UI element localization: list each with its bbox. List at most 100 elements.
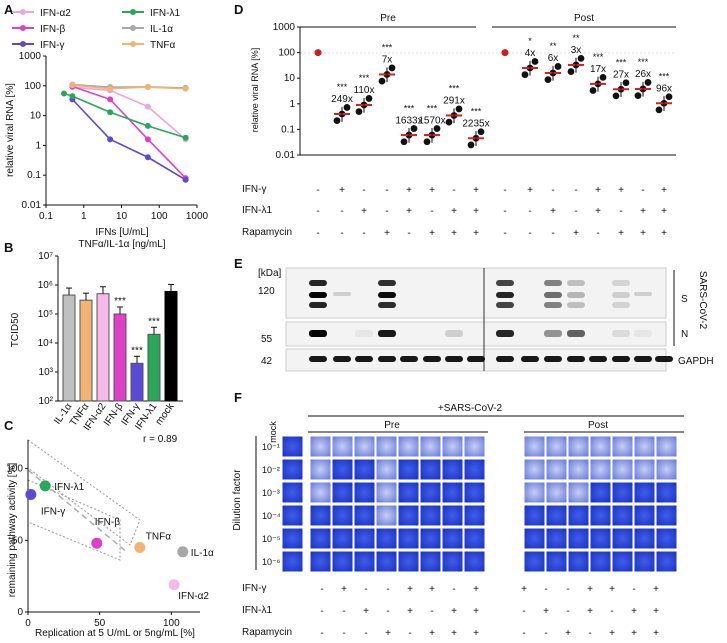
d-point xyxy=(577,54,585,62)
e-band-gapdh xyxy=(567,356,585,362)
e-band-n xyxy=(309,330,327,337)
d-fold-15: 96x xyxy=(656,83,672,94)
d-matrix-cell: - xyxy=(362,228,365,239)
d-sig-13: *** xyxy=(616,57,627,67)
f-well-mock xyxy=(281,481,304,504)
d-ytick: 1 xyxy=(289,99,295,110)
f-matrix-cell: - xyxy=(588,628,591,639)
panel-e-band-gapdh: GAPDH xyxy=(678,356,714,367)
f-well-pre xyxy=(331,481,354,504)
f-dilution-3: 10⁻⁴ xyxy=(262,511,281,521)
f-row-label-1: IFN-λ1 xyxy=(242,605,272,616)
d-matrix-cell: + xyxy=(451,206,457,217)
panel-f-group-post: Post xyxy=(588,420,608,431)
d-sig-14: *** xyxy=(638,57,649,67)
a-xtick: 0.1 xyxy=(39,211,53,222)
b-bar-2 xyxy=(96,293,110,402)
d-matrix-cell: + xyxy=(595,185,601,196)
panel-label-c: C xyxy=(4,418,14,433)
f-dilution-4: 10⁻⁵ xyxy=(262,534,281,544)
f-matrix-cell: + xyxy=(429,628,435,639)
f-matrix-cell: + xyxy=(451,606,457,617)
panel-a-xlabel-1: IFNs [U/mL] xyxy=(95,227,149,238)
f-matrix-cell: + xyxy=(429,584,435,595)
f-matrix-cell: + xyxy=(407,584,413,595)
panel-f-title: +SARS-CoV-2 xyxy=(438,403,503,414)
a-series-5 xyxy=(72,84,186,90)
d-point xyxy=(531,58,539,65)
f-well-mock xyxy=(281,504,304,527)
d-point xyxy=(655,106,663,114)
f-well-post xyxy=(633,458,656,481)
f-matrix-cell: - xyxy=(342,628,345,639)
d-point xyxy=(388,64,396,72)
f-well-post xyxy=(523,435,546,458)
f-matrix-cell: - xyxy=(320,584,323,595)
f-well-post xyxy=(655,550,678,573)
e-band-n xyxy=(445,330,463,337)
d-matrix-cell: - xyxy=(452,185,455,196)
f-well-pre xyxy=(353,527,376,550)
f-matrix-cell: - xyxy=(632,584,635,595)
f-well-pre xyxy=(331,550,354,573)
e-band-s xyxy=(612,280,630,286)
f-well-post xyxy=(589,527,612,550)
c-xtick: 0 xyxy=(25,618,31,629)
d-ytick: 0.1 xyxy=(281,124,295,135)
f-matrix-cell: + xyxy=(653,584,659,595)
c-ytick: 100 xyxy=(6,464,23,475)
d-matrix-cell: + xyxy=(640,206,646,217)
d-sig-1: *** xyxy=(337,82,348,92)
f-well-pre xyxy=(441,550,464,573)
f-well-post xyxy=(567,458,590,481)
f-well-pre xyxy=(309,458,332,481)
f-well-post xyxy=(655,527,678,550)
d-matrix-cell: - xyxy=(362,185,365,196)
e-band-n xyxy=(355,330,373,337)
f-matrix-cell: + xyxy=(473,628,479,639)
panel-d-dot-plot: Pre Post 1000 100 10 1 0.1 0.01 relative vira… xyxy=(242,13,676,239)
a-series-0 xyxy=(72,86,187,140)
a-point xyxy=(107,85,114,92)
e-band-s xyxy=(567,292,585,298)
f-well-pre xyxy=(353,504,376,527)
d-fold-10: 6x xyxy=(548,53,559,64)
d-point xyxy=(355,108,363,116)
d-matrix-cell: + xyxy=(573,228,579,239)
d-point xyxy=(455,105,463,113)
panel-a-ylabel: relative viral RNA [%] xyxy=(5,83,16,177)
e-band-s xyxy=(544,302,562,308)
d-point xyxy=(554,63,562,70)
b-bar-6 xyxy=(164,290,178,402)
d-matrix-cell: + xyxy=(451,228,457,239)
d-matrix-cell: + xyxy=(406,206,412,217)
d-matrix-cell: - xyxy=(551,185,554,196)
e-band-s xyxy=(496,302,514,308)
d-matrix-cell: + xyxy=(527,185,533,196)
f-well-mock xyxy=(281,458,304,481)
f-well-post xyxy=(545,481,568,504)
a-point xyxy=(144,154,151,161)
d-sig-3: *** xyxy=(382,43,393,53)
f-well-pre xyxy=(419,458,442,481)
d-matrix-cell: + xyxy=(661,206,667,217)
f-well-mock xyxy=(281,550,304,573)
d-matrix-cell: + xyxy=(473,228,479,239)
d-ytick: 1000 xyxy=(273,22,296,33)
f-well-pre xyxy=(397,458,420,481)
panel-e-marker-120: 120 xyxy=(258,286,275,297)
f-matrix-cell: - xyxy=(566,584,569,595)
d-fold-2: 110x xyxy=(354,85,375,96)
f-matrix-cell: + xyxy=(587,584,593,595)
f-matrix-cell: + xyxy=(521,584,527,595)
d-sig-10: ** xyxy=(549,41,557,51)
e-band-s xyxy=(567,280,585,286)
d-ref-point xyxy=(501,49,509,57)
f-well-pre xyxy=(309,481,332,504)
e-band-gapdh xyxy=(655,356,673,362)
f-matrix-cell: + xyxy=(609,628,615,639)
e-band-gapdh xyxy=(445,356,463,362)
panel-f-plaque-assay: +SARS-CoV-2 mock Pre Post Dilution facto… xyxy=(232,403,684,639)
b-xtick-6: mock xyxy=(154,401,177,428)
f-well-post xyxy=(611,504,634,527)
